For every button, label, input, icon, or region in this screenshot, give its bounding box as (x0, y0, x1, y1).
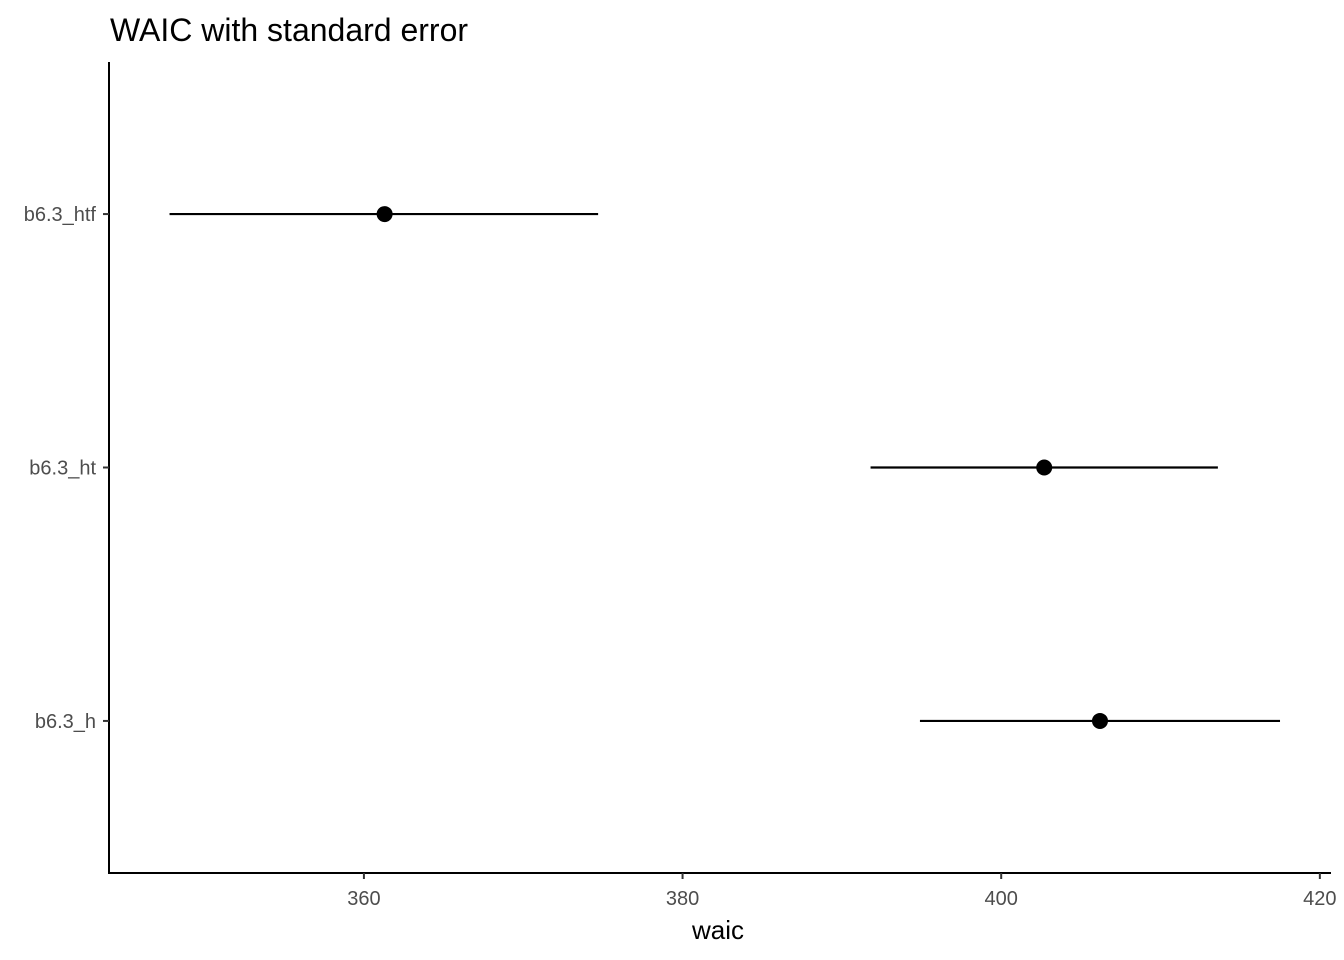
x-tick-label: 380 (666, 888, 699, 910)
x-tick-label: 420 (1303, 888, 1336, 910)
error-bars (169, 206, 1281, 729)
y-axis-ticks: b6.3_htf b6.3_ht b6.3_h (24, 204, 109, 733)
point-b6.3_h (1091, 712, 1108, 729)
x-axis-label: waic (691, 915, 744, 945)
y-tick-label: b6.3_ht (29, 458, 96, 480)
y-tick-label: b6.3_htf (24, 204, 97, 226)
x-axis-ticks: 360 380 400 420 (347, 873, 1337, 910)
y-tick-label: b6.3_h (35, 711, 96, 733)
point-b6.3_htf (376, 206, 393, 223)
x-tick-label: 360 (347, 888, 380, 910)
point-b6.3_ht (1036, 459, 1053, 476)
x-tick-label: 400 (985, 888, 1018, 910)
chart-title: WAIC with standard error (110, 12, 468, 48)
